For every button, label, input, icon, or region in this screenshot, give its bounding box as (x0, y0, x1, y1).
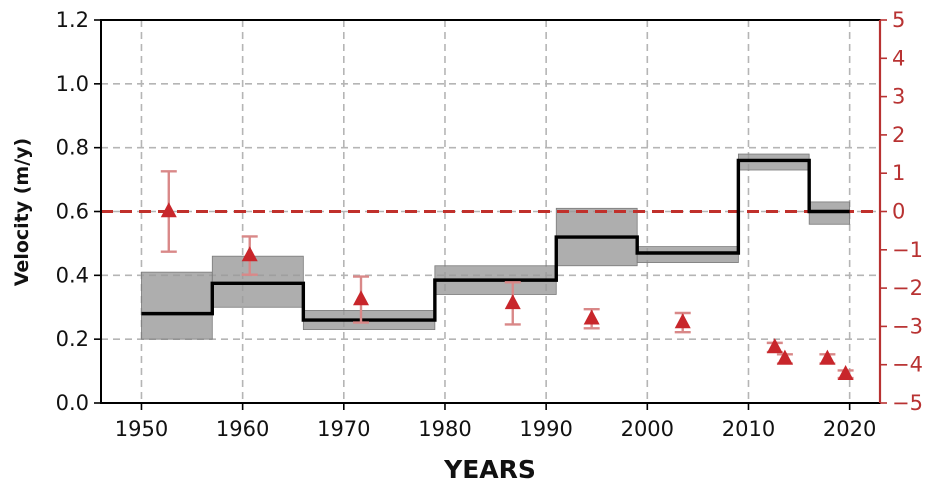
x-tick-label: 2000 (621, 417, 674, 441)
y-axis-label: Velocity (m/y) (11, 138, 33, 286)
triangle-marker (837, 364, 854, 380)
y2-tick-label: −1 (892, 238, 923, 262)
x-tick-label: 2020 (823, 417, 876, 441)
x-tick-label: 1980 (418, 417, 471, 441)
y2-tick-label: 4 (892, 46, 905, 70)
x-tick-label: 1990 (519, 417, 572, 441)
y2-tick-label: 3 (892, 85, 905, 109)
x-tick-label: 1950 (115, 417, 168, 441)
triangle-marker (241, 246, 258, 262)
uncertainty-bands (141, 153, 851, 340)
triangle-marker (674, 313, 691, 329)
y-tick-label: 1.0 (56, 72, 89, 96)
y2-tick-label: 1 (892, 161, 905, 185)
velocity-step-path (141, 158, 850, 322)
y-tick-label: 0.2 (56, 327, 89, 351)
x-axis-label: YEARS (443, 455, 536, 484)
red-triangle-points (160, 170, 854, 380)
velocity-step-line (141, 158, 850, 322)
y2-tick-label: −2 (892, 276, 923, 300)
x-tick-label: 1960 (216, 417, 269, 441)
y-tick-label: 0.6 (56, 200, 89, 224)
tick-labels: 0.0 0.2 0.4 0.6 0.8 1.0 1.2 5 4 3 2 1 0 −1 −2 −3 −4 −5 195… (56, 8, 923, 441)
y2-tick-label: −4 (892, 353, 923, 377)
y-tick-label: 0.8 (56, 136, 89, 160)
y-tick-label: 0.0 (56, 391, 89, 415)
y2-tick-label: 0 (892, 200, 905, 224)
y2-tick-label: 2 (892, 123, 905, 147)
y-tick-label: 1.2 (56, 8, 89, 32)
triangle-marker (583, 309, 600, 325)
x-tick-label: 1970 (317, 417, 370, 441)
uncertainty-band (141, 271, 213, 340)
y2-tick-label: 5 (892, 8, 905, 32)
x-tick-label: 2010 (722, 417, 775, 441)
triangle-marker (776, 349, 793, 365)
triangle-marker (819, 349, 836, 365)
y2-tick-label: −3 (892, 314, 923, 338)
triangle-marker (160, 202, 177, 218)
y2-tick-label: −5 (892, 391, 923, 415)
y-tick-label: 0.4 (56, 263, 89, 287)
triangle-marker (504, 294, 521, 310)
triangle-marker (353, 290, 370, 306)
triangle-marker (766, 338, 783, 354)
